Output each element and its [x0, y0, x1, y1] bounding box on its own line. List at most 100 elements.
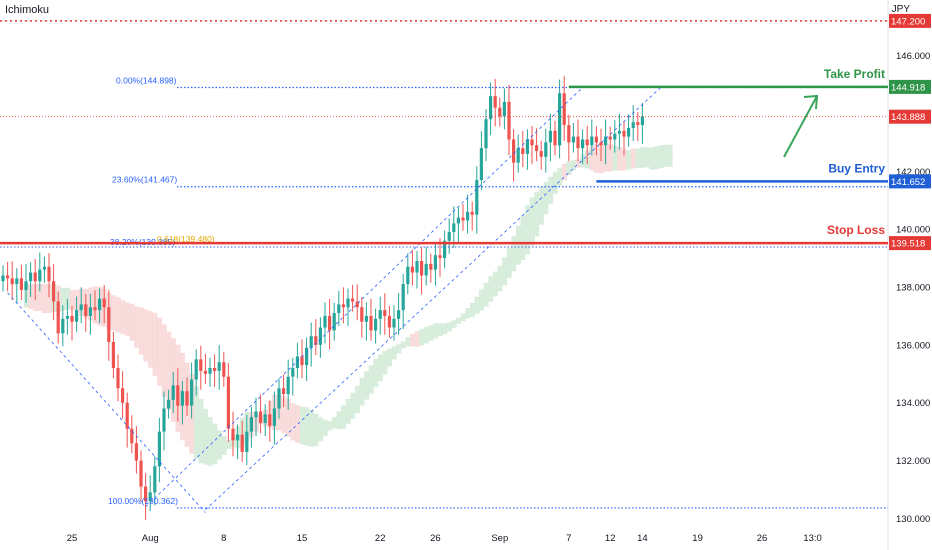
cloud-segment: [290, 403, 296, 441]
cloud-segment: [410, 333, 416, 347]
last-price-tag-label: 143.888: [891, 112, 925, 123]
candle-body: [461, 217, 465, 221]
cloud-segment: [304, 407, 310, 446]
candle-body: [29, 272, 33, 282]
candle-body: [19, 278, 23, 290]
candle-body: [240, 434, 244, 452]
candle-body: [38, 269, 42, 282]
take-profit-tag: [889, 79, 931, 94]
candle-body: [295, 356, 299, 369]
indicator-label[interactable]: Ichimoku: [5, 4, 50, 16]
cloud-segment: [566, 161, 572, 175]
candle-body: [489, 96, 493, 120]
candle-body: [553, 130, 557, 146]
cloud-segment: [46, 284, 52, 314]
cloud-segment: [529, 197, 535, 246]
cloud-segment: [322, 419, 328, 437]
candle-body: [452, 223, 456, 233]
candle-body: [277, 388, 281, 409]
cloud-segment: [345, 398, 351, 424]
cloud-segment: [391, 346, 397, 360]
x-tick-label: 14: [637, 533, 648, 544]
candle-body: [567, 125, 571, 143]
direction-arrow: [783, 94, 819, 158]
candle-body: [604, 136, 608, 146]
candle-body: [493, 96, 497, 108]
cloud-segment: [446, 322, 452, 332]
arrow-shaft: [783, 95, 818, 158]
cloud-segment: [557, 167, 563, 186]
y-tick-label: 140.000: [896, 225, 930, 236]
cloud-segment: [373, 358, 379, 388]
candle-body: [222, 362, 226, 377]
candle-body: [111, 341, 115, 369]
candle-body: [328, 315, 332, 331]
last-price-tag: [889, 109, 931, 124]
cloud-segment: [433, 323, 439, 339]
candle-body: [530, 139, 534, 146]
channel-line: [205, 87, 662, 511]
cloud-segment: [157, 317, 163, 386]
cloud-segment: [37, 284, 43, 311]
candle-body: [406, 266, 410, 285]
cloud-segment: [69, 289, 75, 310]
candle-body: [387, 315, 391, 328]
candle-body: [107, 307, 111, 342]
candle-body: [484, 119, 488, 149]
candle-body: [153, 466, 157, 493]
cloud-segment: [313, 413, 319, 447]
cloud-segment: [626, 150, 632, 170]
candle-body: [590, 136, 594, 146]
candle-body: [121, 388, 125, 403]
cloud-segment: [658, 145, 664, 169]
take-profit-tag-label: 144.918: [891, 82, 925, 93]
cloud-segment: [548, 176, 554, 204]
candle-body: [433, 255, 437, 270]
cloud-segment: [129, 303, 135, 341]
candle-body: [139, 460, 143, 487]
candle-body: [456, 217, 460, 224]
candle-body: [300, 356, 304, 366]
x-tick-label: 19: [692, 533, 703, 544]
candle-body: [498, 107, 502, 117]
cloud-segment: [341, 405, 347, 429]
stop-loss-tag: [889, 236, 931, 251]
candle-body: [190, 379, 194, 406]
y-tick-label: 132.000: [896, 456, 930, 467]
cloud-segment: [419, 328, 425, 346]
cloud-segment: [387, 348, 393, 367]
candle-body: [470, 211, 474, 215]
candle-body: [466, 211, 470, 221]
candle-body: [613, 133, 617, 140]
candle-body: [502, 101, 506, 117]
candle-body: [6, 275, 10, 279]
cloud-segment: [405, 336, 411, 347]
fib-618-label: 0.618(139.480): [157, 234, 215, 244]
candle-body: [392, 318, 396, 328]
arrow-head: [803, 94, 819, 110]
candle-body: [24, 281, 28, 290]
candle-body: [558, 93, 562, 146]
cloud-segment: [575, 159, 581, 168]
cloud-segment: [138, 307, 144, 355]
candle-body: [479, 148, 483, 180]
cloud-segment: [216, 430, 222, 460]
cloud-segment: [221, 435, 227, 455]
cloud-segment: [350, 392, 356, 419]
candle-body: [286, 376, 290, 395]
cloud-segment: [327, 421, 333, 431]
cloud-segment: [423, 326, 429, 344]
cloud-segment: [437, 323, 443, 336]
cloud-segment: [382, 351, 388, 375]
cloud-segment: [147, 311, 153, 368]
candle-body: [314, 336, 318, 345]
fib-label: 23.60%(141.467): [112, 175, 177, 185]
candle-body: [364, 315, 368, 322]
candle-body: [102, 298, 106, 308]
cloud-segment: [653, 146, 659, 170]
candle-body: [415, 260, 419, 273]
cloud-segment: [607, 144, 613, 172]
candle-body: [360, 307, 364, 322]
